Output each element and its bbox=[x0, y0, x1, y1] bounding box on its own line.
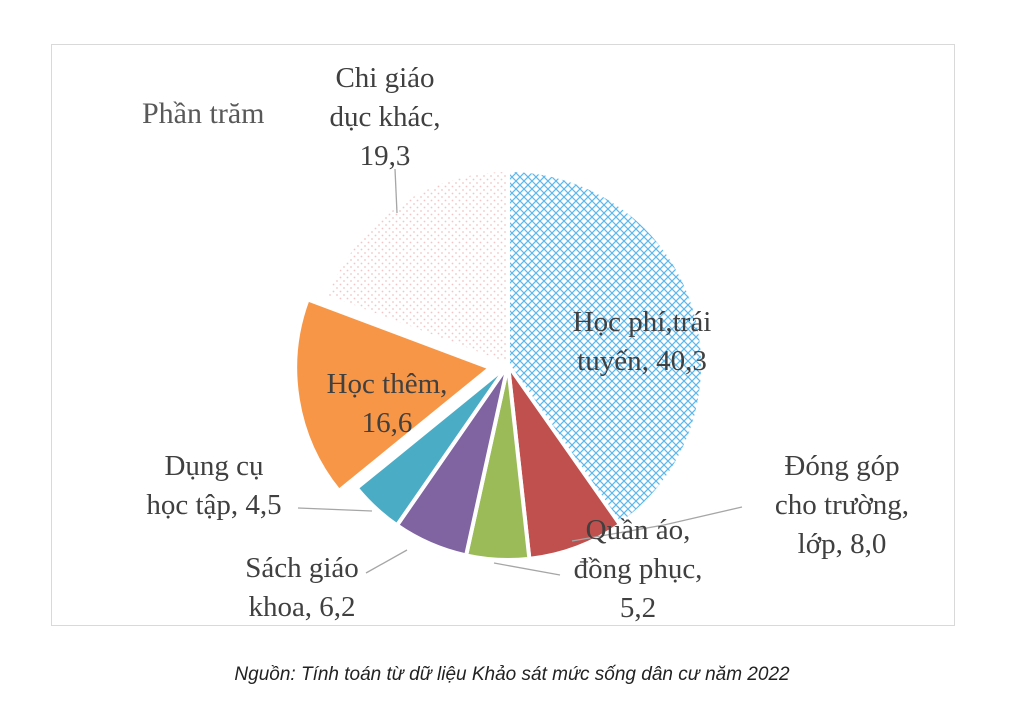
chart-title: Phần trăm bbox=[142, 97, 264, 130]
slice-label-hoc-phi: Học phí,trái tuyến, 40,3 bbox=[573, 306, 712, 377]
slice-label-hoc-them: Học thêm, 16,6 bbox=[327, 368, 448, 439]
pie-slice-dung-cu bbox=[353, 363, 510, 529]
leader-line-dung-cu bbox=[297, 507, 373, 512]
source-caption: Nguồn: Tính toán từ dữ liệu Khảo sát mức… bbox=[234, 664, 790, 685]
leader-line-chi-khac bbox=[394, 168, 398, 214]
pie-slice-hoc-them bbox=[293, 296, 495, 494]
leader-line-sach bbox=[365, 549, 408, 574]
slice-label-chi-khac: Chi giáo dục khác, 19,3 bbox=[329, 62, 440, 172]
slice-label-dong-gop: Đóng góp cho trường, lớp, 8,0 bbox=[775, 450, 909, 560]
pie-slice-hoc-phi bbox=[506, 167, 705, 528]
slice-label-dung-cu: Dụng cụ học tập, 4,5 bbox=[146, 450, 281, 521]
pie-chart: Học phí,trái tuyến, 40,3 Đóng góp cho trườn… bbox=[142, 62, 909, 624]
slice-label-quan-ao: Quần áo, đồng phục, 5,2 bbox=[574, 514, 703, 624]
leader-line-quan-ao bbox=[493, 562, 561, 576]
slice-label-sach: Sách giáo khoa, 6,2 bbox=[245, 552, 359, 623]
leader-line-dong-gop bbox=[571, 506, 743, 542]
chart-frame: Học phí,trái tuyến, 40,3 Đóng góp cho trườn… bbox=[51, 44, 955, 626]
